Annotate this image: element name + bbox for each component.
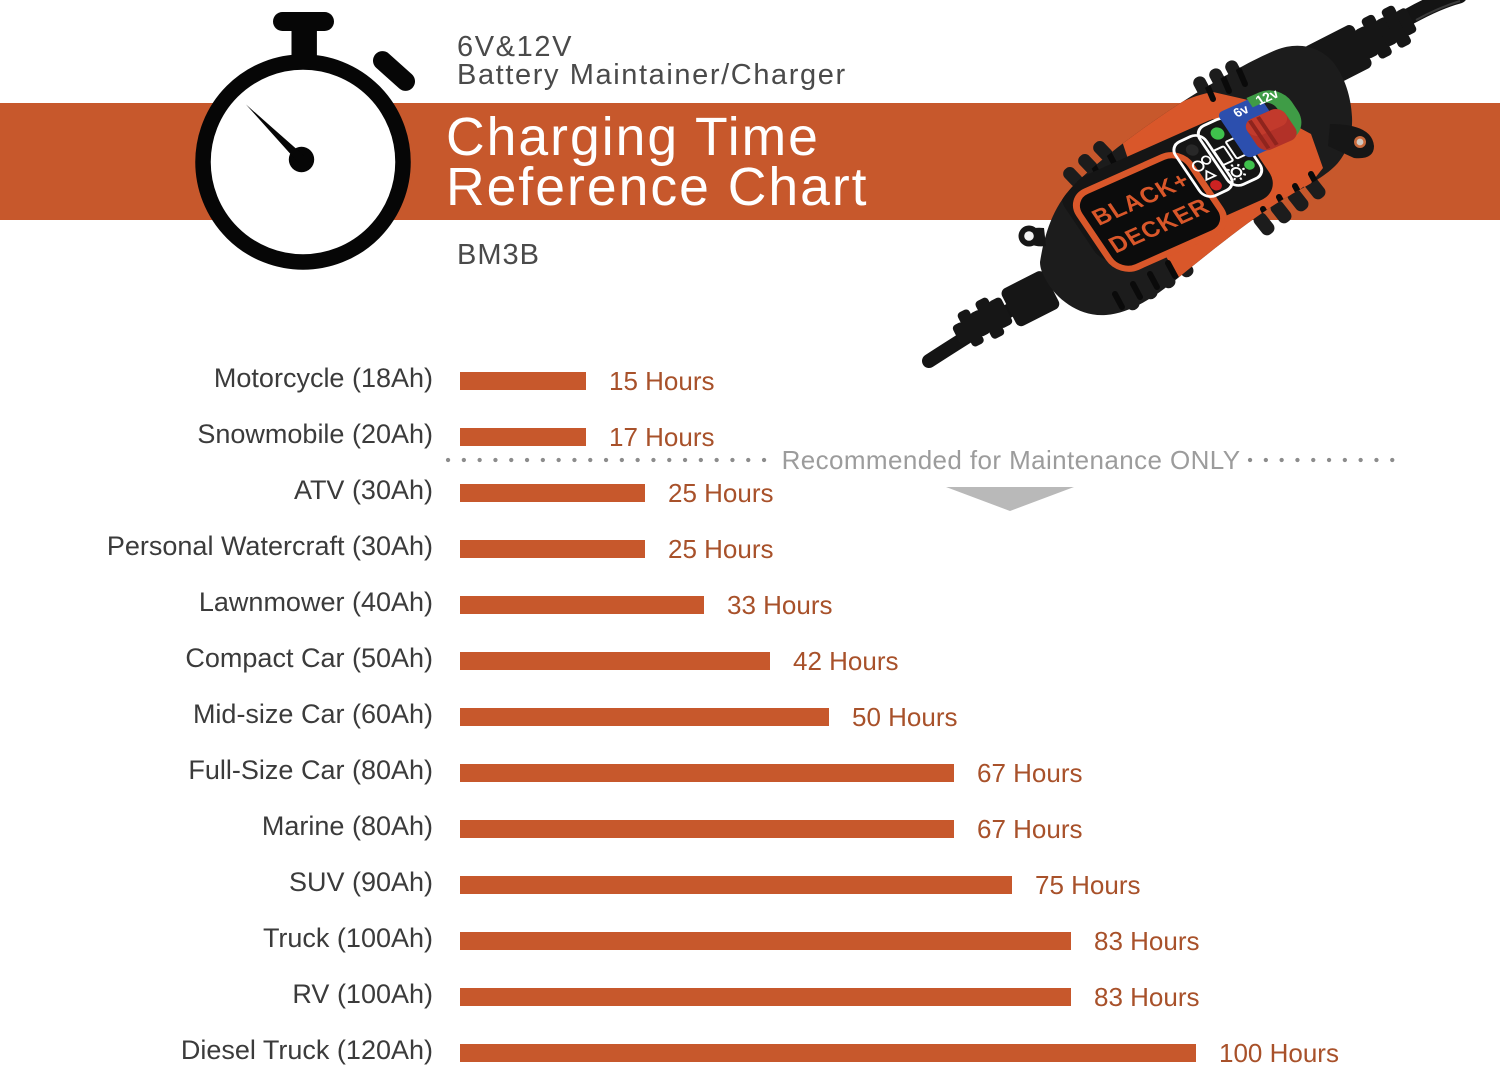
svg-text:Recommended for Maintenance ON: Recommended for Maintenance ONLY xyxy=(782,445,1241,475)
